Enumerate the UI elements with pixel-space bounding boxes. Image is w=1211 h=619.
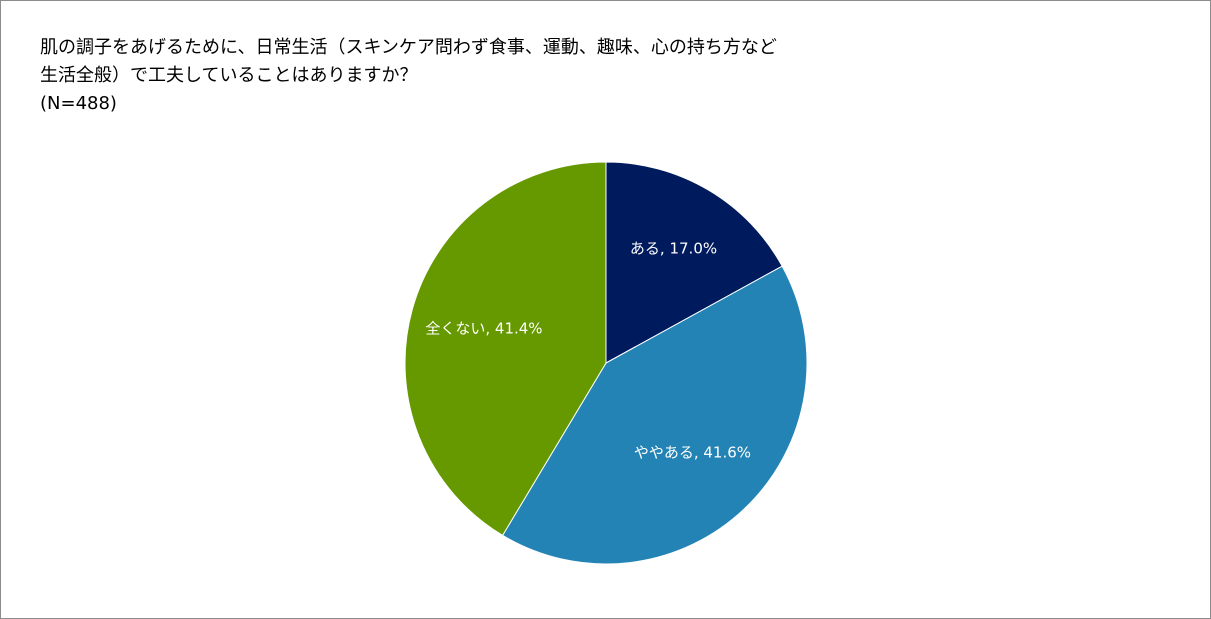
chart-title: 肌の調子をあげるために、日常生活（スキンケア問わず食事、運動、趣味、心の持ち方な… bbox=[40, 34, 777, 118]
pie-slice-aru bbox=[605, 161, 783, 364]
slice-label-yaya-aru: ややある, 41.6% bbox=[634, 443, 751, 461]
slice-label-aru: ある, 17.0% bbox=[630, 239, 717, 257]
pie-slice-yaya-aru bbox=[501, 265, 808, 565]
chart-title-line-1: 肌の調子をあげるために、日常生活（スキンケア問わず食事、運動、趣味、心の持ち方な… bbox=[40, 37, 777, 58]
chart-sample-size: (N=488) bbox=[40, 93, 117, 114]
slice-label-mattaku-nai: 全くない, 41.4% bbox=[425, 320, 542, 338]
chart-title-line-2: 生活全般）で工夫していることはありますか？ bbox=[40, 65, 418, 86]
pie-slice-mattaku-nai bbox=[404, 161, 607, 537]
